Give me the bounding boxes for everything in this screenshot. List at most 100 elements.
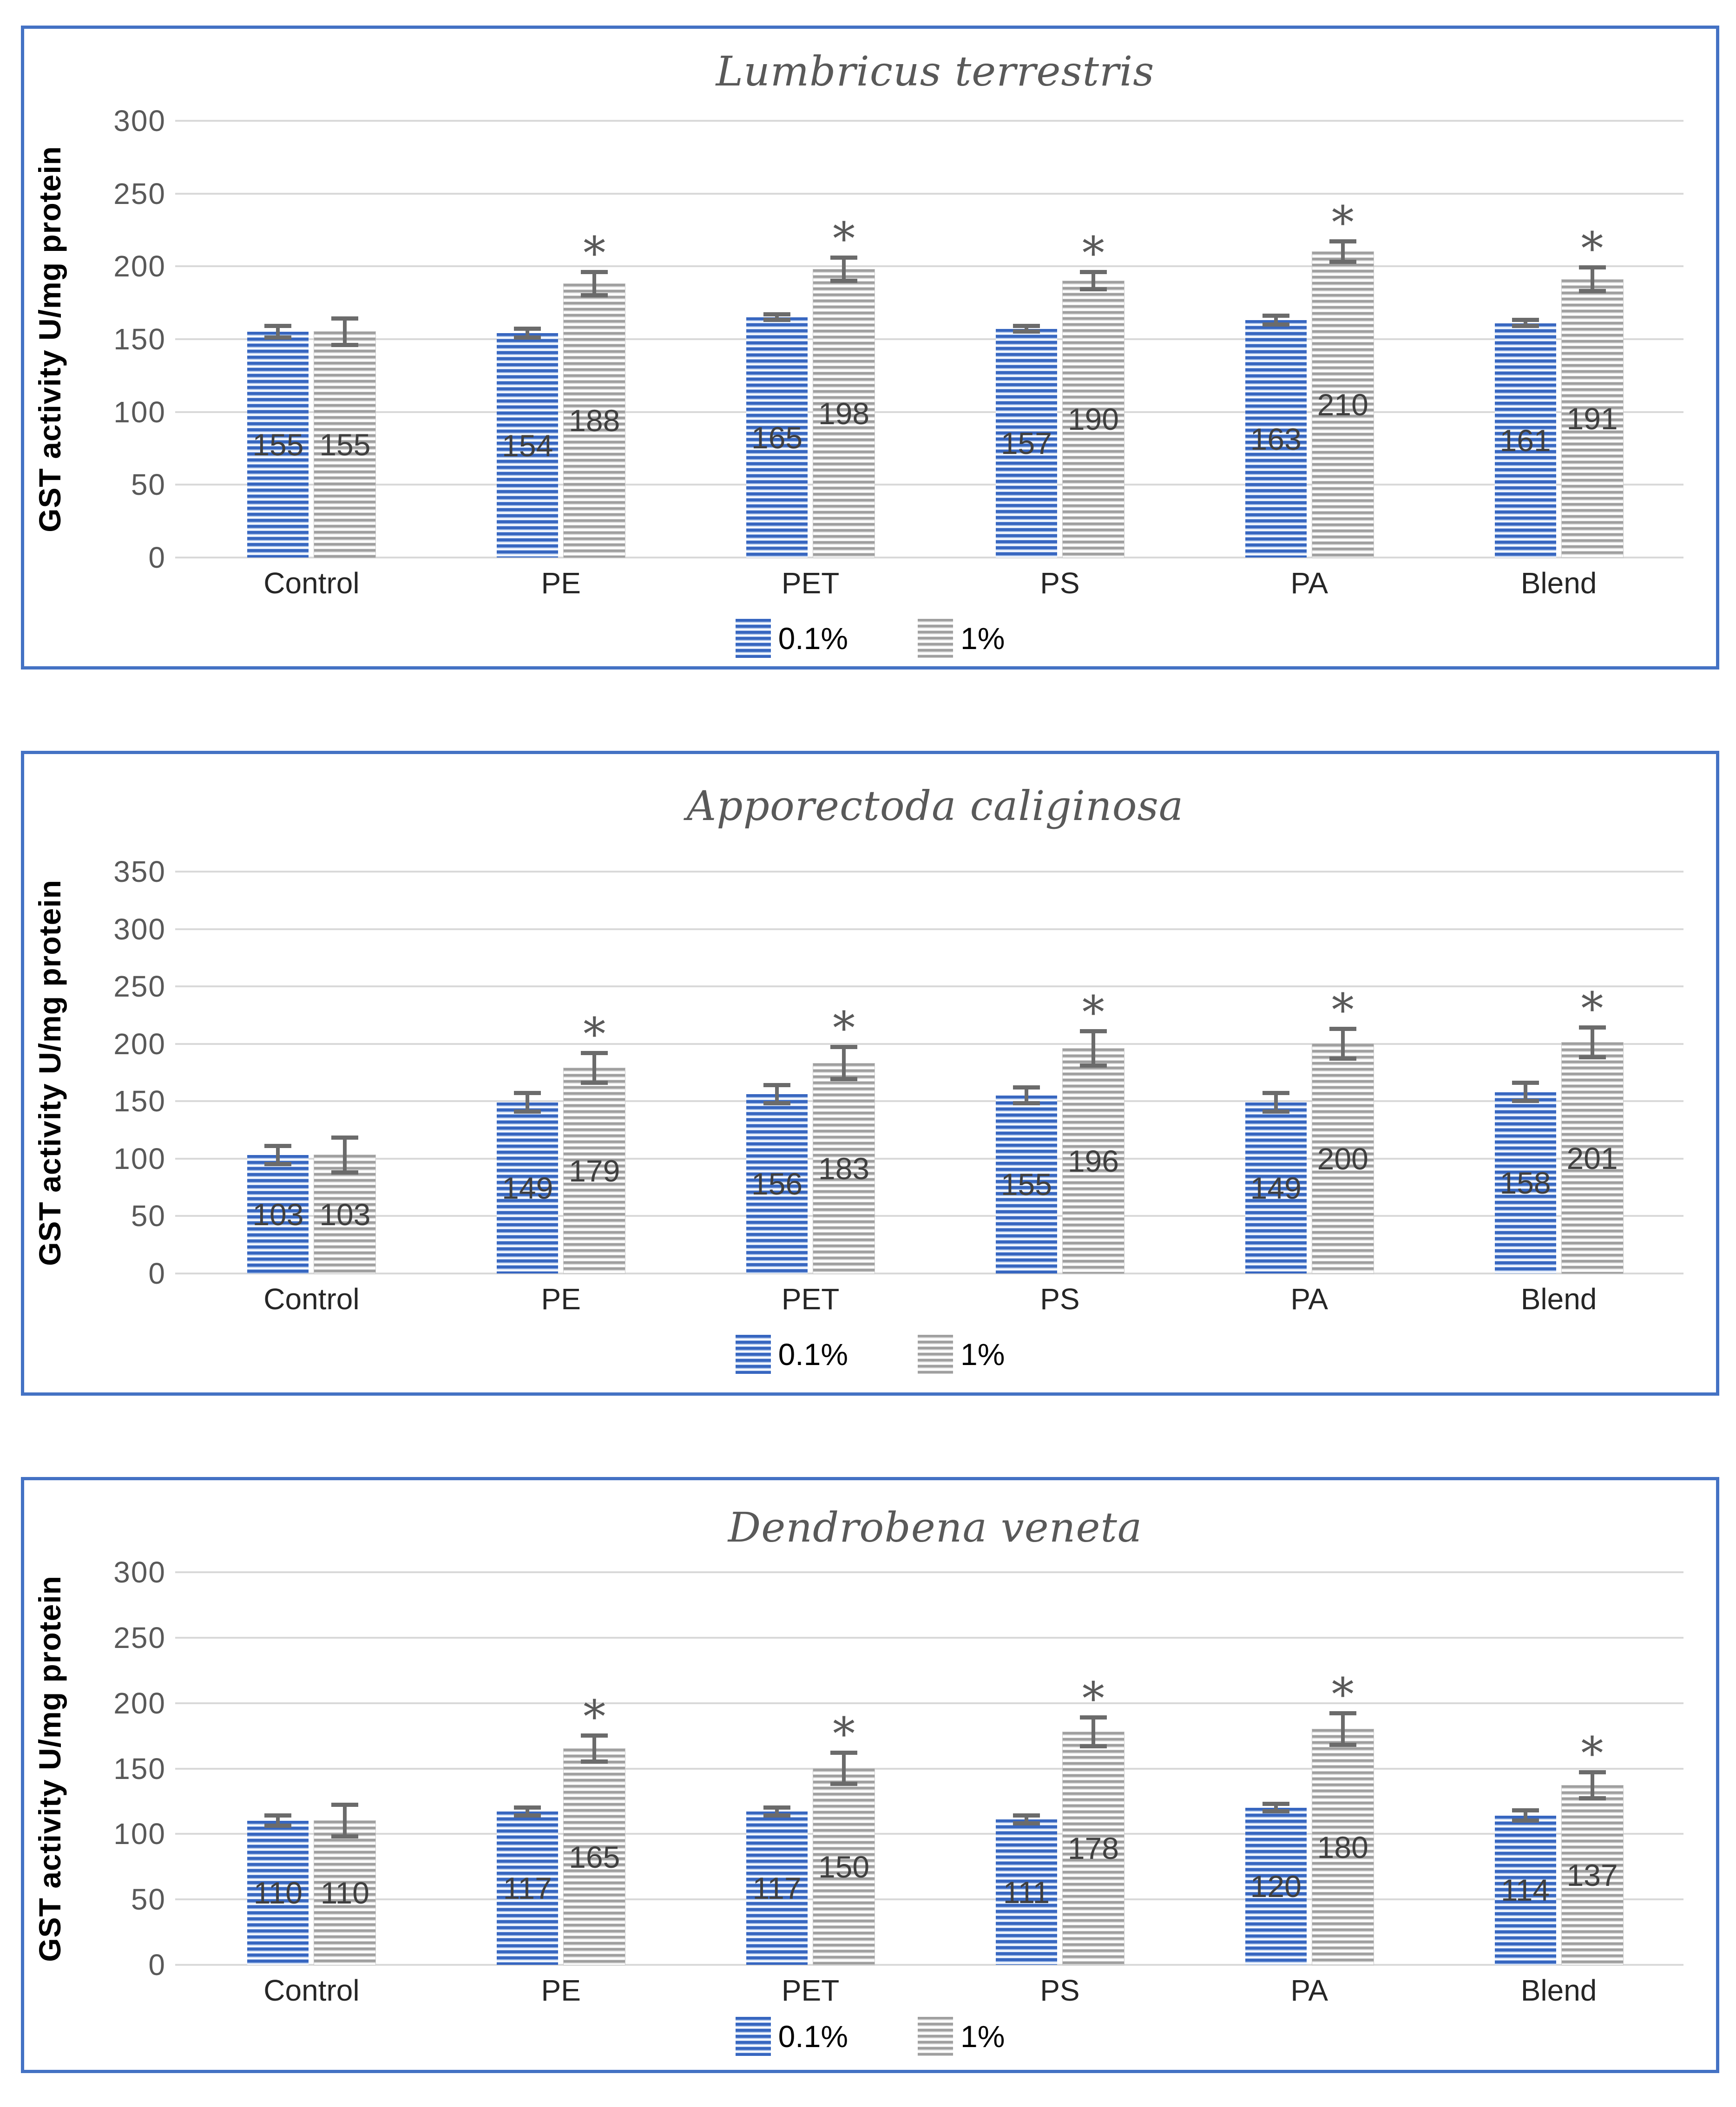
legend-swatch: [918, 2017, 953, 2056]
bar-value-label: 190: [1067, 402, 1119, 437]
bar-slot: 200 *: [1311, 872, 1374, 1274]
error-bar-cap: [830, 278, 858, 283]
legend: 0.1% 1%: [24, 619, 1716, 658]
bar-value-label: 111: [1003, 1875, 1050, 1910]
gridline: [175, 871, 1683, 873]
legend-item: 1%: [918, 2017, 1005, 2056]
x-axis-label: PET: [781, 1282, 840, 1316]
legend-swatch: [918, 619, 953, 658]
bar-1%-PA: 210: [1311, 251, 1374, 558]
significance-asterisk: *: [1581, 1727, 1604, 1779]
error-bar-cap: [581, 1733, 608, 1738]
bar-slot: 201 *: [1561, 872, 1624, 1274]
x-axis-label: PET: [781, 1974, 840, 2007]
legend: 0.1% 1%: [24, 2017, 1716, 2056]
bar-slot: 188 *: [563, 121, 626, 558]
gridline: [175, 1273, 1683, 1274]
y-axis-ticks: 0 50 100 150 200 250 300: [75, 104, 187, 574]
y-tick-label: 0: [148, 541, 166, 574]
bar-slot: 155: [995, 872, 1057, 1273]
y-tick-label: 0: [148, 1948, 166, 1982]
plot-area: 155 155 154 188 * 165 198 * 157 190 * 163 210 * 161 191…: [175, 120, 1683, 558]
x-axis-label: PE: [541, 566, 581, 600]
y-tick-label: 50: [131, 468, 166, 502]
bar-slot: 183 *: [813, 872, 875, 1274]
bar-0.1%-Control: 110: [247, 1821, 309, 1965]
error-bar-cap: [1013, 1101, 1040, 1106]
bar-value-label: 161: [1499, 423, 1551, 458]
gridline: [175, 1571, 1683, 1573]
bar-value-label: 191: [1566, 401, 1618, 436]
y-tick-label: 350: [113, 855, 166, 888]
error-bar-cap: [1329, 1056, 1356, 1061]
error-bar-cap: [331, 1136, 359, 1140]
error-bar-cap: [1329, 259, 1356, 264]
x-axis-label: PS: [1040, 1974, 1080, 2007]
x-axis-labels: Control PE PET PS PA Blend: [187, 1282, 1716, 1316]
error-bar-cap: [264, 1824, 292, 1828]
bar-chart: GST activity U/mg protein 0 50 100 150 200 25…: [24, 1556, 1716, 2056]
bar-slot: 117: [497, 1572, 559, 1965]
bar-value-label: 165: [569, 1839, 620, 1874]
error-bar-cap: [1512, 318, 1539, 322]
error-bar-cap: [1512, 1818, 1539, 1823]
error-bar-cap: [1262, 322, 1289, 327]
legend-swatch: [735, 1335, 771, 1374]
legend-label: 0.1%: [778, 1337, 848, 1372]
y-tick-label: 300: [113, 104, 166, 138]
gridline: [175, 1767, 1683, 1770]
bar-1%-PA: 200: [1311, 1043, 1374, 1274]
error-bar-cap: [1262, 313, 1289, 318]
x-axis-label: Blend: [1520, 1974, 1597, 2007]
bar-value-label: 155: [252, 427, 304, 462]
bar-slot: 117: [746, 1572, 808, 1965]
bar-slot: 165 *: [563, 1572, 626, 1965]
significance-asterisk: *: [1331, 197, 1354, 249]
error-bar-cap: [763, 312, 791, 316]
error-bar: [1274, 1804, 1278, 1812]
y-tick-label: 300: [113, 1556, 166, 1589]
bar-group: 163 210 *: [1184, 121, 1434, 558]
significance-asterisk: *: [1581, 983, 1604, 1035]
error-bar-cap: [331, 342, 359, 347]
bar-value-label: 103: [319, 1197, 371, 1232]
error-bar-cap: [514, 1813, 541, 1818]
chart-panel-apporectoda: Apporectoda caliginosa GST activity U/mg…: [21, 751, 1719, 1396]
bar-1%-PS: 190: [1062, 280, 1124, 558]
significance-asterisk: *: [1082, 1672, 1105, 1725]
bar-group: 155 155: [187, 121, 436, 558]
gridline: [175, 411, 1683, 413]
bar-value-label: 210: [1317, 387, 1368, 422]
error-bar: [526, 329, 530, 338]
bar-slot: 120: [1245, 1572, 1307, 1965]
bar-0.1%-Control: 155: [247, 332, 309, 558]
bar-1%-PET: 150: [813, 1768, 875, 1965]
y-tick-label: 250: [113, 1621, 166, 1654]
legend-swatch: [918, 1335, 953, 1374]
error-bar-cap: [830, 1750, 858, 1755]
error-bar: [343, 1805, 347, 1837]
error-bar-cap: [331, 1803, 359, 1807]
bar-slot: 103: [314, 872, 376, 1274]
y-axis-title: GST activity U/mg protein: [33, 879, 67, 1266]
chart-title: Dendrobena veneta: [728, 1503, 1143, 1551]
legend-item: 0.1%: [735, 1335, 848, 1374]
significance-asterisk: *: [583, 1008, 606, 1060]
error-bar: [276, 1146, 280, 1165]
error-bar: [775, 1808, 779, 1816]
error-bar-cap: [763, 1805, 791, 1810]
error-bar-cap: [1578, 1055, 1606, 1060]
bar-value-label: 155: [1000, 1167, 1052, 1202]
gridline: [175, 985, 1683, 988]
error-bar: [1590, 1028, 1594, 1058]
legend-label: 1%: [960, 1337, 1005, 1372]
legend-swatch: [735, 2017, 771, 2056]
error-bar: [343, 1138, 347, 1173]
bar-slot: 154: [497, 121, 559, 558]
bar-group: 158 201 *: [1434, 872, 1683, 1274]
error-bar: [842, 257, 846, 281]
bar-value-label: 155: [319, 427, 371, 462]
bar-value-label: 110: [253, 1876, 303, 1910]
bar-slot: 157: [995, 121, 1057, 558]
error-bar-cap: [1578, 1025, 1606, 1030]
